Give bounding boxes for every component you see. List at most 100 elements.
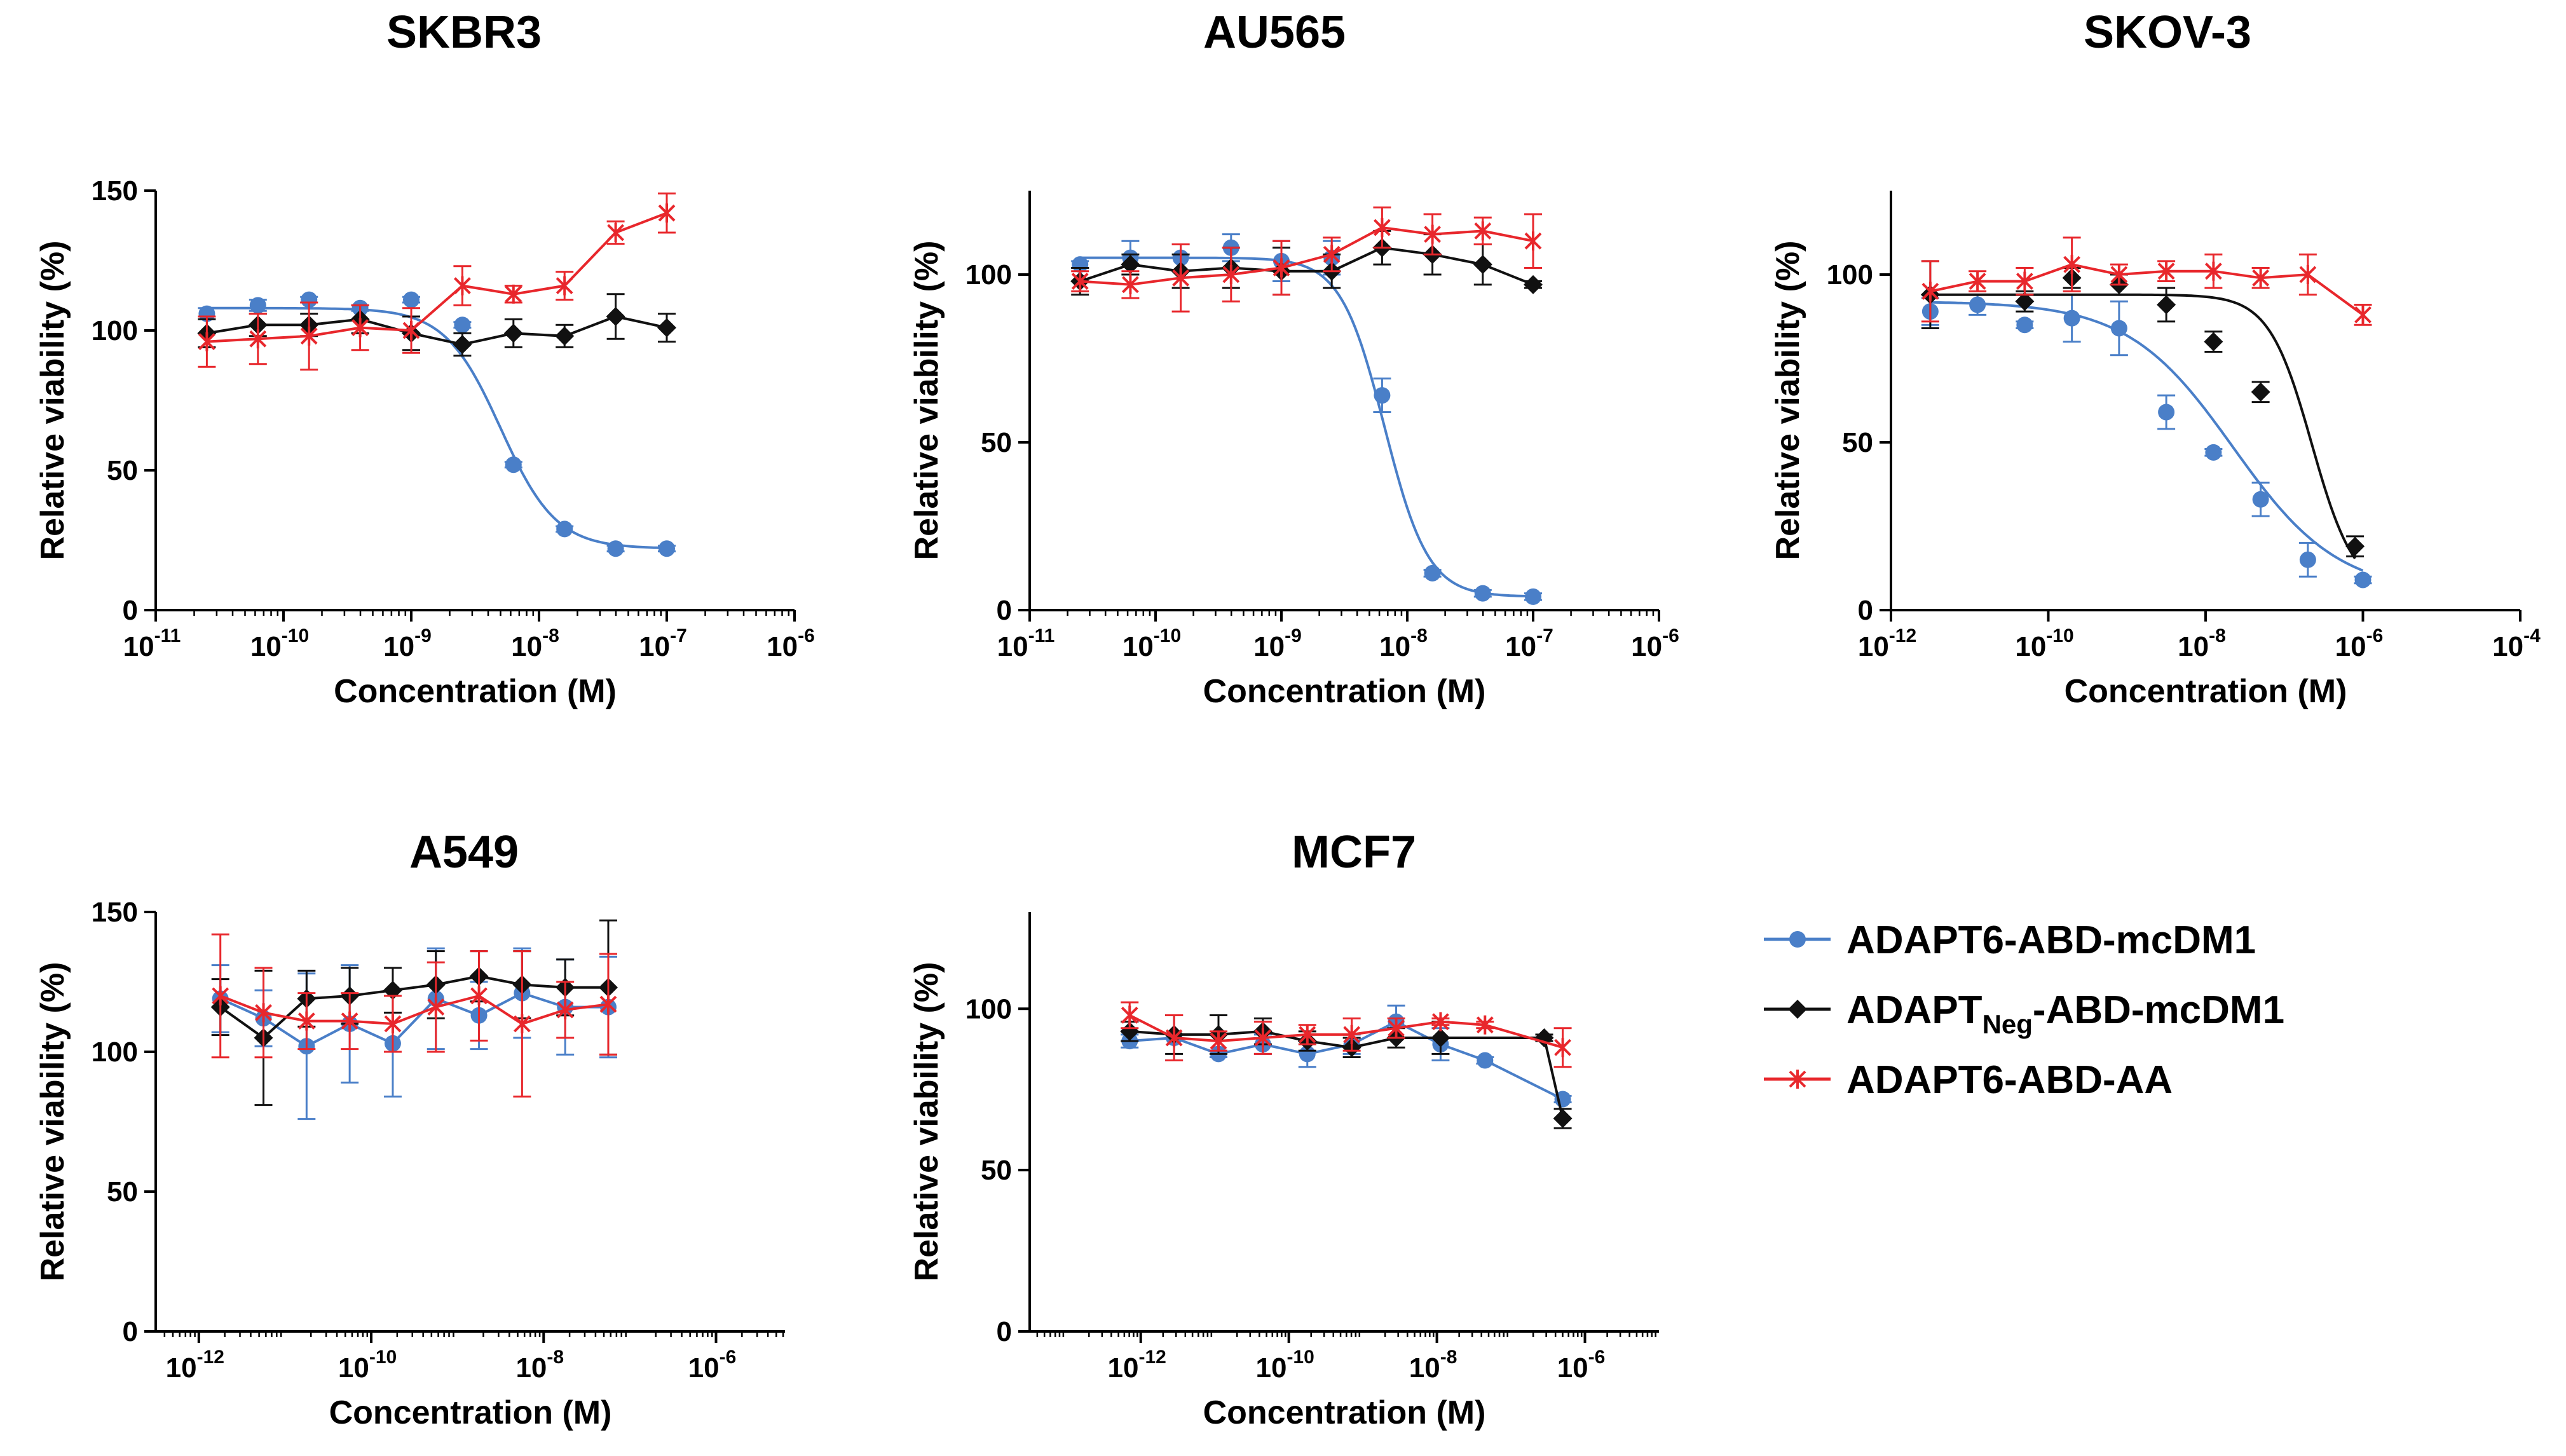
data-point-star <box>505 284 522 304</box>
data-point-star <box>1476 1015 1494 1035</box>
data-point-star <box>1172 268 1190 288</box>
y-tick-label: 100 <box>92 315 138 346</box>
data-point-circle <box>2205 444 2222 461</box>
x-tick-exponent: -9 <box>414 625 432 646</box>
data-point-diamond <box>555 326 575 346</box>
x-tick-label: 10-8 <box>1409 1347 1457 1384</box>
x-tick-label: 10-7 <box>639 625 687 662</box>
data-point-diamond <box>2157 295 2176 315</box>
y-axis-label: Relative viability (%) <box>908 241 945 561</box>
data-point-diamond <box>2345 536 2365 556</box>
data-point-star <box>453 276 471 296</box>
x-tick-label: 10-11 <box>123 625 181 662</box>
x-tick-base: 10 <box>515 1352 547 1384</box>
data-point-star <box>658 203 676 223</box>
legend-item-adaptneg-mcdm1[interactable]: ADAPTNeg-ABD-mcDM1 <box>1764 988 2284 1039</box>
y-tick-label: 0 <box>123 595 138 626</box>
x-tick-label: 10-9 <box>1253 625 1302 662</box>
panel-title-au565: AU565 <box>1203 7 1346 58</box>
data-point-star <box>513 1014 531 1033</box>
x-tick-label: 10-4 <box>2492 625 2541 662</box>
y-axis-label: Relative viability (%) <box>1770 241 1806 561</box>
x-tick-label: 10-6 <box>1557 1347 1606 1384</box>
x-axis-label: Concentration (M) <box>1203 673 1486 710</box>
y-tick-label: 100 <box>1827 259 1873 290</box>
y-tick-label: 50 <box>981 1155 1012 1186</box>
data-point-star <box>1373 218 1391 238</box>
x-tick-base: 10 <box>1409 1352 1440 1384</box>
x-tick-exponent: -8 <box>542 625 559 646</box>
x-tick-exponent: -8 <box>1440 1347 1457 1368</box>
data-point-circle <box>2016 316 2033 334</box>
x-tick-base: 10 <box>1631 631 1662 662</box>
series-adapt6-abd-aa <box>1121 1001 1572 1068</box>
data-point-circle <box>2354 571 2372 589</box>
data-point-circle <box>505 456 522 473</box>
data-point-diamond <box>1524 275 1543 294</box>
data-point-star <box>1323 245 1341 264</box>
data-point-diamond <box>2204 332 2223 351</box>
panel-title-skov-3: SKOV-3 <box>2084 7 2251 58</box>
x-tick-exponent: -10 <box>1154 625 1181 646</box>
data-point-star <box>1388 1018 1405 1038</box>
data-point-star <box>1343 1024 1361 1044</box>
data-point-star <box>341 1011 358 1031</box>
x-tick-label: 10-10 <box>1123 625 1181 662</box>
data-point-star <box>1165 1028 1183 1047</box>
data-point-star <box>1969 271 1986 291</box>
x-tick-base: 10 <box>2015 631 2046 662</box>
x-tick-exponent: -7 <box>1536 625 1553 646</box>
data-point-circle <box>249 297 266 314</box>
data-point-star <box>1254 1028 1272 1047</box>
x-tick-base: 10 <box>1255 1352 1286 1384</box>
y-tick-label: 100 <box>966 993 1012 1024</box>
legend-label-adapt6-mcdm1: ADAPT6-ABD-mcDM1 <box>1846 918 2256 962</box>
x-tick-base: 10 <box>338 1352 369 1384</box>
fit-curve-adaptneg-abd-mcdm1 <box>1930 293 2356 559</box>
x-tick-exponent: -6 <box>720 1347 737 1368</box>
x-tick-base: 10 <box>1253 631 1285 662</box>
x-tick-exponent: -8 <box>1410 625 1428 646</box>
series-line-adapt6-abd-mcdm1 <box>219 991 608 1048</box>
x-tick-base: 10 <box>1505 631 1536 662</box>
x-tick-base: 10 <box>2335 631 2366 662</box>
x-axis-label: Concentration (M) <box>2064 673 2347 710</box>
data-point-circle <box>2110 320 2127 337</box>
data-point-star <box>556 276 573 296</box>
data-point-circle <box>556 520 573 538</box>
legend-item-adapt6-mcdm1[interactable]: ADAPT6-ABD-mcDM1 <box>1764 918 2256 962</box>
data-point-star <box>1554 1038 1572 1058</box>
data-point-diamond <box>1431 1028 1450 1047</box>
y-tick-label: 100 <box>92 1037 138 1068</box>
x-tick-exponent: -9 <box>1285 625 1302 646</box>
x-tick-base: 10 <box>166 1352 197 1384</box>
y-axis-label: Relative viability (%) <box>34 241 71 561</box>
x-tick-label: 10-8 <box>1379 625 1428 662</box>
data-point-star <box>1121 275 1139 294</box>
panel-title-mcf7: MCF7 <box>1292 827 1416 878</box>
data-point-circle <box>1374 387 1391 404</box>
fit-curve-adapt6-abd-mcdm1 <box>207 306 667 550</box>
legend-item-adapt6-aa[interactable]: ADAPT6-ABD-AA <box>1764 1058 2173 1102</box>
series-line-adapt6-abd-aa <box>1129 1014 1564 1049</box>
series-adaptneg-abd-mcdm1 <box>1070 229 1543 296</box>
data-point-circle <box>301 291 318 308</box>
x-tick-label: 10-10 <box>2015 625 2073 662</box>
x-tick-label: 10-9 <box>383 625 432 662</box>
series-line-adapt6-abd-aa <box>219 994 609 1026</box>
y-tick-label: 50 <box>107 1176 138 1208</box>
legend-label-adaptneg-mcdm1: ADAPTNeg-ABD-mcDM1 <box>1846 988 2284 1039</box>
x-tick-exponent: -12 <box>1139 1347 1166 1368</box>
y-tick-label: 50 <box>1842 427 1873 458</box>
series-adapt6-abd-aa <box>198 192 676 371</box>
data-point-star <box>599 995 617 1014</box>
data-point-star <box>212 986 229 1005</box>
data-point-circle <box>2252 491 2269 508</box>
data-point-star <box>607 223 625 242</box>
x-tick-exponent: -8 <box>2209 625 2226 646</box>
legend-diamond-marker-icon <box>1788 1000 1807 1019</box>
data-point-star <box>2157 261 2175 281</box>
